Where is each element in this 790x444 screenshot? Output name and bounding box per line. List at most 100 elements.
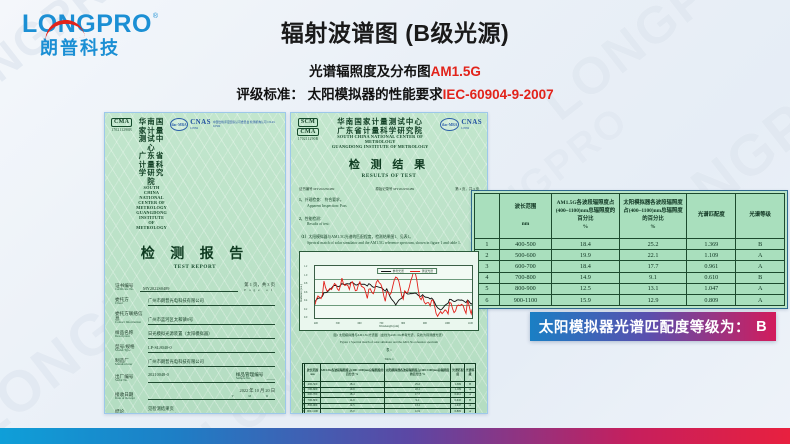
page-indicator: 第 1 页，共 3 页 Page of — [244, 282, 275, 292]
td-spectral-grade: A — [735, 293, 785, 307]
th-wavelength-range-cn: 波长范围 — [514, 203, 537, 210]
td-wavelength-range: 900-1100 — [304, 408, 321, 413]
doc-right-header: SCM CMA 170211290B 华南国家计量测试中心 广东省计量科学研究院… — [291, 113, 487, 150]
chart-x-tick: 600 — [357, 321, 362, 325]
chart-series-line — [315, 282, 472, 310]
sample-no-label: 样品管理编号 Sample No. — [236, 372, 264, 381]
cma-badge-icon: CMA — [111, 118, 133, 127]
td-simulator-percent: 9.1 — [618, 271, 688, 284]
form-field-label-en: Model/Type — [115, 348, 131, 353]
conclusion-label-cn: 结论 — [115, 409, 125, 414]
org-name-en-2: GUANGDONG INSTITUTE OF METROLOGY — [136, 209, 167, 230]
form-field-row: 制造厂 Manufacturer 广州市朗普光电科技有限公司 — [105, 358, 285, 367]
chart-x-tick: 1100 — [467, 321, 473, 325]
td-spectral-grade: A — [735, 260, 785, 273]
receipt-date-ymd: Y M D — [231, 394, 275, 399]
td-simulator-percent: 13.1 — [618, 282, 688, 295]
form-field-label-en: Contact Information — [115, 320, 141, 325]
chart-x-tick: 800 — [401, 321, 406, 325]
form-field-label: 委托方 Client — [115, 297, 145, 306]
td-spectral-match: 1.369 — [686, 237, 737, 251]
chart-series-svg — [315, 266, 472, 318]
table-header-row: 波长范围 nm AM1.5G各波段辐照度占(400~1100)nm总辐照度的百分… — [474, 193, 785, 239]
cnas-logo-icon: CNAS — [190, 118, 211, 126]
result-section-text: 太阳模拟器与AM1.5G光谱的匹配程度，检测结果图1、见表1。 — [308, 235, 414, 240]
table-row: 3 600-700 18.4 17.7 0.961 A — [474, 260, 785, 273]
td-spectral-match: 1.109 — [686, 249, 737, 262]
result-section-cn: 2、性能检测： — [299, 217, 479, 223]
form-field-label-cn: 型号/规格 — [115, 344, 135, 350]
org-name-cn-2: 广东省计量科学研究院 — [337, 125, 424, 135]
chart-x-tick: 700 — [379, 321, 384, 325]
cnas-number: L0584 — [190, 126, 199, 130]
form-field-row: 型号/规格 Model/Type LP-SL8040-0 — [105, 344, 285, 353]
results-sections: 1、外观检查： 符合要求。 Apparent Inspection: Pass 2、… — [291, 198, 487, 247]
spectral-match-table: 波长范围 nm AM1.5G各波段辐照度占(400~1100)nm总辐照度的百分… — [474, 193, 785, 307]
result-section-cn: （1）太阳模拟器与AM1.5G光谱的匹配程度，检测结果图1、见表1。 — [299, 235, 479, 241]
doc-right-title-en: RESULTS OF TEST — [361, 172, 417, 179]
conclusion-label: 结论 Conclusion — [115, 409, 145, 414]
receipt-date-row: 接收日期 Date of Receipt 2022 年 10 月 20 日 Y … — [105, 388, 285, 401]
subtitle-2-standard: IEC-60904-9-2007 — [442, 87, 554, 102]
cnas-badge: CNAS L0584 — [190, 118, 211, 131]
record-no-label: 原始记录号 MY2022S0489 — [375, 186, 415, 191]
form-field-label-cn: 样品名称 — [115, 330, 134, 336]
legend-label-reference: 参考光谱 — [392, 270, 404, 274]
table-row: 2 500-600 19.9 22.1 1.109 A — [474, 249, 785, 262]
subtitle-2-text: 评级标准： 太阳模拟器的性能要求 — [236, 87, 443, 102]
org-name-en-1: SOUTH CHINA NATIONAL CENTER OF METROLOGY — [136, 185, 167, 210]
td-spectral-match: 1.047 — [686, 282, 737, 295]
form-field-label: 委托方联络信息 Contact Information — [115, 311, 145, 325]
certificate-label-cn: 证书编号 — [115, 283, 134, 288]
registered-mark-icon: ® — [152, 13, 159, 20]
th-spectral-match: 光谱匹配度 — [686, 193, 737, 239]
conclusion-value-cn: 见检测结果页 — [148, 405, 174, 411]
chart-y-tick: 0.2 — [304, 307, 308, 311]
td-am15g-percent: 18.4 — [551, 260, 620, 273]
document-test-report[interactable]: CMA 170211290B 华南国家计量测试中心 广东省计量科学研究院 SOU… — [104, 112, 286, 414]
document-results-of-test[interactable]: SCM CMA 170211290B 华南国家计量测试中心 广东省计量科学研究院… — [290, 112, 488, 414]
chart-gridline — [315, 292, 472, 294]
result-section-en: Results of test: — [307, 222, 330, 227]
td-simulator-percent: 17.7 — [618, 260, 688, 273]
scm-badge-icon: SCM — [297, 118, 319, 127]
td-spectral-match: 0.809 — [450, 408, 466, 413]
subtitle-line-2: 评级标准： 太阳模拟器的性能要求IEC-60904-9-2007 — [0, 83, 790, 103]
org-name-cn-1: 华南国家计量测试中心 — [337, 117, 424, 126]
org-name-en-1: SOUTH CHINA NATIONAL CENTER OF METROLOGY — [337, 134, 424, 144]
conclusion-value-wrap: 见检测结果页 Shown in the results of test — [148, 405, 275, 413]
doc-left-header: CMA 170211290B 华南国家计量测试中心 广东省计量科学研究院 SOU… — [105, 113, 285, 231]
th-simulator-percent: 太阳模拟器各波段辐照度占(400~1100)nm总辐照度的百分比 % — [383, 363, 452, 383]
th-am15g-percent: AM1.5G各波段辐照度占(400~1100)nm总辐照度的百分比 % — [551, 193, 620, 239]
accreditation-note: 中国合格评定国家认可委员会 检测机构认可 CNAS L0584 — [212, 121, 275, 128]
chart-y-axis-label: Radiance (a.u.) — [299, 284, 303, 302]
ilac-mra-icon: ilac-MRA — [440, 118, 460, 131]
table-row: 1 400-500 18.4 25.2 1.369 B — [474, 237, 785, 251]
form-field-label-cn: 制造厂 — [115, 358, 129, 364]
td-simulator-percent: 12.9 — [618, 293, 688, 307]
accreditation-badges: ilac-MRA CNAS L0584 中国合格评定国家认可委员会 检测机构认可… — [169, 118, 280, 131]
form-field-row: 委托方 Client 广州市朗普光电科技有限公司 — [105, 297, 285, 306]
figure-caption-en: Figure 1 Spectral match of solar simulat… — [339, 339, 439, 344]
org-name-cn-1: 华南国家计量测试中心 — [138, 117, 165, 152]
chart-y-tick: 0.4 — [304, 299, 308, 303]
chart-x-ticks: 400 500 600 700 800 900 1000 1100 — [314, 322, 473, 325]
td-wavelength-range: 800-900 — [498, 282, 553, 295]
chart-series-line — [315, 271, 472, 317]
grade-conclusion-banner: 太阳模拟器光谱匹配度等级为： B — [530, 312, 776, 341]
serial-label-en: Serial No. — [115, 378, 128, 383]
chart-y-tick: 0.0 — [304, 316, 308, 320]
table-row: 6 900-1100 15.9 12.9 0.809 A — [301, 408, 476, 413]
form-field-value: LP-SL8040-0 — [148, 345, 275, 353]
th-wavelength-range: 波长范围 nm — [304, 363, 321, 383]
td-wavelength-range: 400-500 — [498, 237, 553, 251]
td-am15g-percent: 12.5 — [551, 282, 620, 295]
cma-badge-icon: CMA — [297, 127, 319, 137]
spectral-match-table-panel: 波长范围 nm AM1.5G各波段辐照度占(400~1100)nm总辐照度的百分… — [471, 190, 788, 310]
chart-x-tick: 1000 — [444, 321, 450, 325]
cnas-logo-icon: CNAS — [461, 118, 482, 126]
form-field-label: 型号/规格 Model/Type — [115, 344, 145, 353]
page-indicator-cn: 第 1 页，共 3 页 — [244, 281, 275, 287]
bottom-gradient-bar — [0, 428, 790, 444]
